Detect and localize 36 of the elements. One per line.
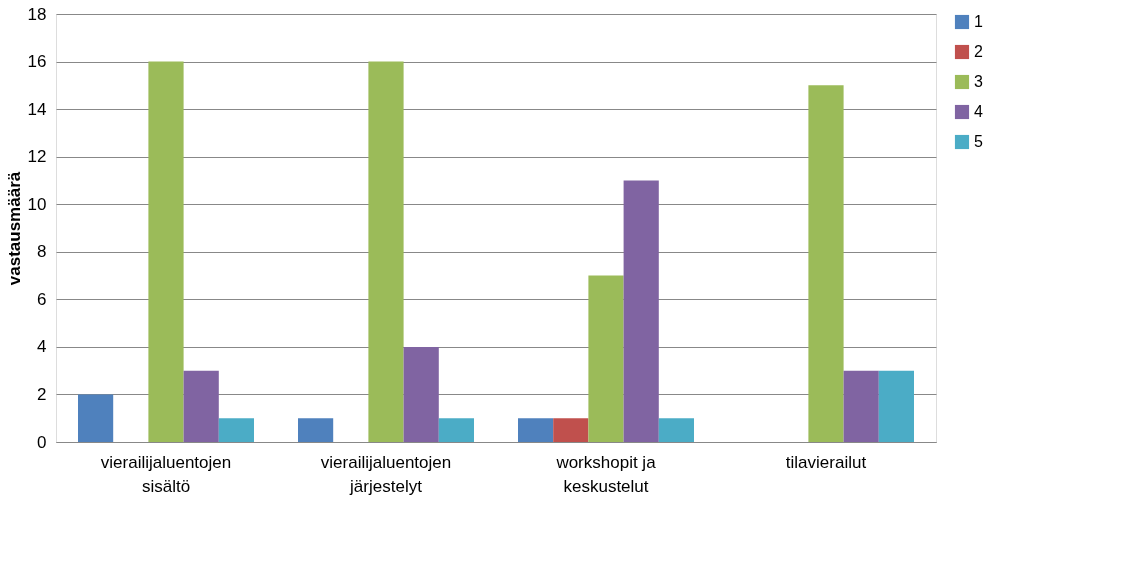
y-tick-label: 16 (27, 52, 47, 72)
x-tick-label: vierailijaluentojen sisältö (100, 452, 232, 496)
legend-label: 2 (974, 43, 983, 60)
legend-label: 3 (974, 73, 983, 90)
y-tick-label: 14 (27, 99, 47, 119)
y-tick-label: 12 (27, 147, 47, 167)
bar (588, 275, 624, 442)
bar (623, 180, 659, 442)
y-tick-label: 18 (27, 4, 47, 24)
bar (218, 418, 254, 442)
y-tick-label: 4 (37, 337, 47, 357)
bar (808, 85, 844, 442)
x-tick-label: vierailijaluentojen järjestelyt (320, 452, 452, 496)
bar (658, 418, 694, 442)
bar (518, 418, 554, 442)
bar (183, 370, 219, 442)
bar (368, 61, 404, 442)
bar (843, 370, 879, 442)
bar (148, 61, 184, 442)
legend-label: 5 (974, 133, 983, 150)
bar (878, 370, 914, 442)
x-tick-label: workshopit ja keskustelut (555, 452, 657, 496)
bar (438, 418, 474, 442)
bar (298, 418, 334, 442)
y-axis-title: vastausmäärä (4, 171, 24, 286)
x-tick-label: tilavierailut (785, 452, 867, 472)
y-tick-label: 6 (37, 289, 47, 309)
y-tick-label: 2 (37, 384, 47, 404)
bar (553, 418, 589, 442)
legend-label: 4 (974, 103, 983, 120)
legend-label: 1 (974, 13, 983, 30)
y-tick-label: 0 (37, 432, 47, 452)
y-tick-label: 10 (27, 194, 47, 214)
y-tick-label: 8 (37, 242, 47, 262)
bar (403, 346, 439, 442)
bar (78, 394, 114, 442)
